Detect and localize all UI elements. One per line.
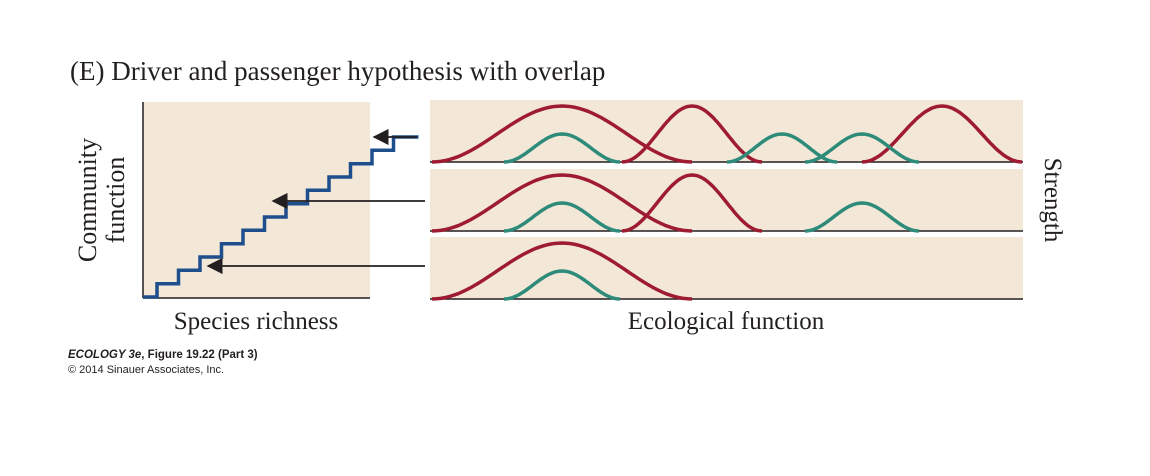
row-3-passenger-curve-1 <box>503 269 621 301</box>
row-1-passenger-curve-1 <box>503 132 621 164</box>
figure-title: (E) Driver and passenger hypothesis with… <box>70 56 605 86</box>
left-ylabel-line1: Community <box>73 138 102 262</box>
step-curve <box>143 135 419 299</box>
left-ylabel-line2: function <box>101 157 130 244</box>
row-3-driver-curve-1 <box>431 241 693 301</box>
right-xlabel: Ecological function <box>628 308 825 335</box>
left-xlabel: Species richness <box>174 308 339 335</box>
row-1-driver-curve-1 <box>431 104 693 164</box>
community-function-panel <box>142 102 419 299</box>
caption-figure-ref: , Figure 19.22 (Part 3) <box>141 349 257 361</box>
row-1-passenger-curve-2 <box>726 132 838 164</box>
row-1-passenger-curve-3 <box>804 132 920 164</box>
row-2-passenger-curve-3 <box>804 201 920 233</box>
row-1-driver-curve-2 <box>621 104 763 164</box>
bell-curves <box>431 104 1023 301</box>
row-2-driver-curve-1 <box>431 173 693 233</box>
caption-book-title: ECOLOGY 3e <box>68 349 142 361</box>
ecological-function-panel <box>430 100 1023 301</box>
row-2-driver-curve-2 <box>621 173 763 233</box>
row-2-passenger-curve-1 <box>503 201 621 233</box>
figure-caption-line1: ECOLOGY 3e, Figure 19.22 (Part 3) <box>68 349 258 361</box>
right-ylabel: Strength <box>1039 158 1066 243</box>
figure-caption-line2: © 2014 Sinauer Associates, Inc. <box>68 364 224 376</box>
row-3-background <box>430 237 1023 299</box>
